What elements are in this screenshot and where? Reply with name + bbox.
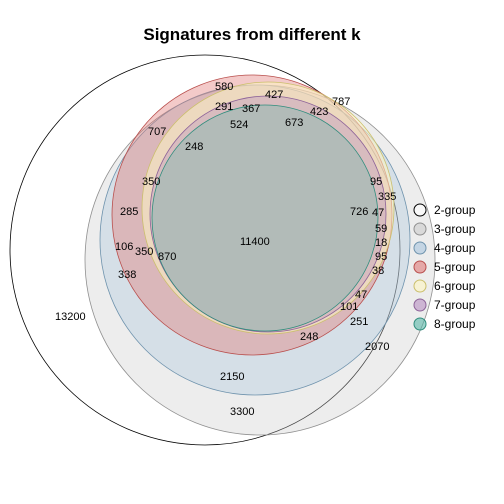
- count-label: 251: [350, 316, 368, 328]
- legend-swatch-3-group: [414, 223, 426, 235]
- count-label: 427: [265, 89, 283, 101]
- circle-8-group: [152, 105, 378, 331]
- venn-circles: [10, 55, 435, 445]
- legend-label-4-group: 4-group: [434, 241, 476, 255]
- legend-label-8-group: 8-group: [434, 317, 476, 331]
- count-label: 423: [310, 106, 328, 118]
- count-label: 47: [355, 289, 367, 301]
- count-label: 673: [285, 117, 303, 129]
- count-label: 59: [375, 223, 387, 235]
- count-label: 248: [300, 331, 318, 343]
- count-label: 285: [120, 206, 138, 218]
- count-label: 787: [332, 96, 350, 108]
- count-label: 338: [118, 269, 136, 281]
- count-label: 2070: [365, 341, 389, 353]
- legend-swatch-8-group: [414, 318, 426, 330]
- legend-swatch-2-group: [414, 204, 426, 216]
- count-label: 870: [158, 251, 176, 263]
- count-label: 707: [148, 126, 166, 138]
- count-label: 95: [375, 251, 387, 263]
- count-label: 47: [372, 207, 384, 219]
- count-label: 13200: [55, 311, 86, 323]
- venn-chart: Signatures from different k 13200 3300 215…: [0, 0, 504, 504]
- count-label: 350: [135, 246, 153, 258]
- count-label: 367: [242, 103, 260, 115]
- count-label: 18: [375, 237, 387, 249]
- count-label: 11400: [240, 236, 270, 248]
- legend-swatch-7-group: [414, 299, 426, 311]
- count-label: 101: [340, 301, 358, 313]
- legend-swatch-6-group: [414, 280, 426, 292]
- count-label: 248: [185, 141, 203, 153]
- count-label: 580: [215, 81, 233, 93]
- legend-label-7-group: 7-group: [434, 298, 476, 312]
- legend-label-3-group: 3-group: [434, 222, 476, 236]
- legend-label-5-group: 5-group: [434, 260, 476, 274]
- count-label: 350: [142, 176, 160, 188]
- count-label: 106: [115, 241, 133, 253]
- count-label: 2150: [220, 371, 244, 383]
- legend-label-6-group: 6-group: [434, 279, 476, 293]
- count-label: 95: [370, 176, 382, 188]
- count-label: 335: [378, 191, 396, 203]
- count-label: 726: [350, 206, 368, 218]
- legend-swatch-4-group: [414, 242, 426, 254]
- count-label: 38: [372, 265, 384, 277]
- count-label: 291: [215, 101, 233, 113]
- count-label: 524: [230, 119, 248, 131]
- legend-label-2-group: 2-group: [434, 203, 476, 217]
- count-label: 3300: [230, 406, 254, 418]
- chart-title: Signatures from different k: [143, 25, 361, 44]
- legend-swatch-5-group: [414, 261, 426, 273]
